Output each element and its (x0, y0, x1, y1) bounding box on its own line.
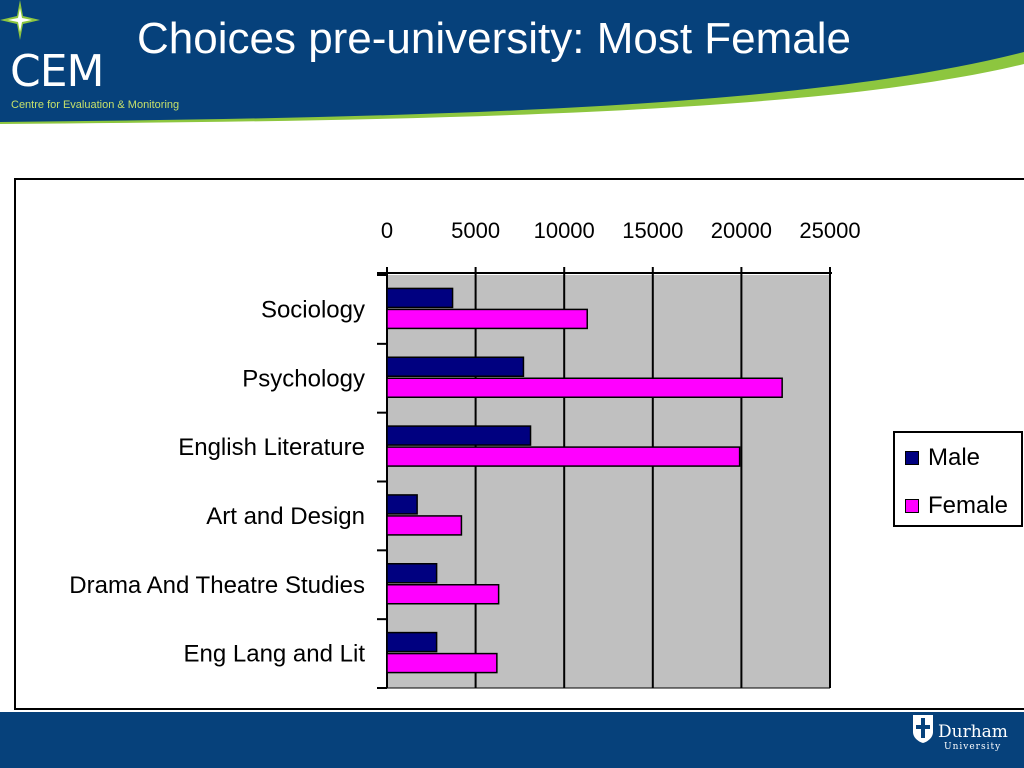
x-tick-label: 0 (381, 218, 393, 243)
bar-female (386, 446, 741, 467)
bar-female (386, 584, 500, 605)
cem-logo: CEM (10, 46, 104, 97)
bar-female (386, 377, 783, 398)
x-tick-label: 5000 (451, 218, 500, 243)
x-tick-label: 25000 (799, 218, 860, 243)
header-banner: CEM Centre for Evaluation & Monitoring C… (0, 0, 1024, 128)
bar-female (386, 515, 463, 536)
durham-logo-subtitle: University (944, 742, 1002, 752)
cem-logo-subtitle: Centre for Evaluation & Monitoring (11, 99, 180, 111)
durham-logo: Durham (938, 722, 1008, 742)
header-background (0, 0, 1024, 128)
chart-legend: Male Female (893, 431, 1023, 527)
legend-label-male: Male (928, 444, 981, 471)
bar-male (386, 287, 454, 309)
x-tick-label: 10000 (534, 218, 595, 243)
bar-male (386, 563, 438, 584)
category-label: Drama And Theatre Studies (69, 572, 365, 599)
x-tick-label: 15000 (622, 218, 683, 243)
bar-male (386, 494, 418, 515)
star-icon (0, 0, 40, 40)
category-label: Eng Lang and Lit (184, 641, 366, 668)
page-title: Choices pre-university: Most Female (137, 14, 852, 63)
bar-male (386, 631, 438, 653)
bar-female (386, 652, 498, 674)
bar-female (386, 308, 588, 330)
plot-area (387, 275, 830, 688)
x-tick-label: 20000 (711, 218, 772, 243)
footer-bar (0, 712, 1024, 768)
bar-male (386, 356, 525, 377)
legend-swatch-female (905, 499, 919, 513)
legend-label-female: Female (928, 492, 1009, 519)
category-label: Psychology (242, 365, 365, 392)
category-label: English Literature (178, 434, 365, 461)
category-label: Art and Design (206, 503, 365, 530)
durham-crest-icon (913, 715, 933, 743)
category-label: Sociology (261, 296, 365, 323)
legend-swatch-male (905, 451, 919, 465)
bar-male (386, 425, 532, 446)
